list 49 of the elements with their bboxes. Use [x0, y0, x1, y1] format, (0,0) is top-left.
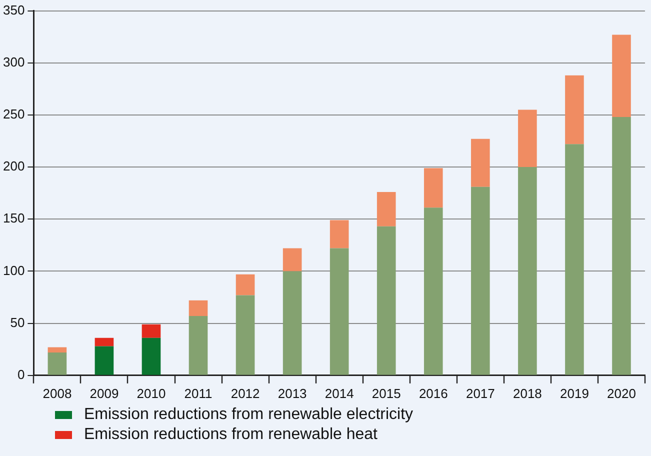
x-tick-label: 2019	[560, 386, 589, 401]
y-tick-label: 300	[2, 54, 25, 70]
bar	[236, 295, 255, 375]
bar	[282, 248, 302, 272]
y-tick-label: 50	[10, 314, 25, 330]
y-tick-label: 0	[17, 366, 25, 382]
bar	[424, 168, 443, 208]
y-tick-label: 100	[2, 262, 25, 278]
x-tick-label: 2011	[184, 386, 212, 401]
x-tick-label: 2008	[42, 386, 72, 401]
y-tick-label: 200	[2, 158, 25, 174]
bar	[282, 271, 302, 375]
bar	[188, 300, 208, 316]
bar	[424, 208, 443, 375]
x-tick-label: 2017	[466, 386, 495, 401]
bar	[142, 338, 161, 375]
bar	[330, 220, 349, 248]
y-tick-label: 150	[2, 210, 25, 226]
bar	[565, 75, 584, 144]
bar	[188, 316, 208, 375]
bar	[94, 346, 114, 375]
y-tick-label: 250	[2, 106, 25, 122]
x-tick-label: 2013	[278, 386, 307, 401]
bar	[612, 34, 631, 118]
bar	[518, 110, 537, 168]
x-tick-label: 2014	[324, 386, 354, 401]
bar	[142, 324, 161, 338]
bar	[236, 274, 255, 296]
bar	[518, 167, 537, 375]
bar	[94, 338, 114, 346]
legend-label: Emission reductions from renewable heat	[84, 425, 378, 445]
bar	[376, 226, 396, 375]
bar	[565, 144, 584, 375]
bar	[48, 347, 67, 352]
bar	[330, 248, 349, 375]
bar	[471, 138, 490, 187]
x-tick-label: 2012	[230, 386, 260, 401]
y-tick-label: 350	[2, 2, 25, 18]
legend-label: Emission reductions from renewable electricity	[84, 405, 414, 425]
x-tick-label: 2015	[372, 386, 401, 401]
x-tick-label: 2018	[512, 386, 542, 401]
bar	[612, 117, 631, 375]
x-tick-label: 2020	[607, 386, 636, 401]
x-tick-label: 2010	[136, 386, 166, 401]
bar	[48, 352, 67, 375]
x-tick-label: 2009	[90, 386, 119, 401]
x-tick-label: 2016	[418, 386, 448, 401]
bar	[471, 186, 490, 375]
bar	[376, 192, 396, 226]
